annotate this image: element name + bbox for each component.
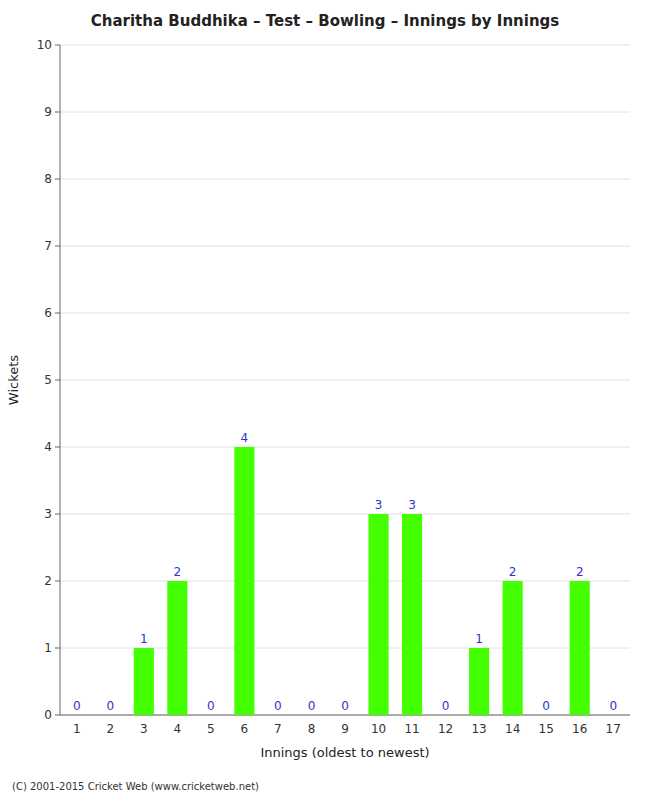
- bar: [268, 715, 288, 716]
- bar: [301, 715, 321, 716]
- x-axis-label: Innings (oldest to newest): [260, 745, 429, 760]
- background: [0, 0, 650, 800]
- bar: [368, 514, 388, 715]
- y-axis-line: [60, 45, 61, 715]
- data-label: 2: [174, 565, 182, 579]
- x-tick-label: 6: [241, 722, 249, 736]
- bar: [536, 715, 556, 716]
- y-tick: [55, 514, 60, 515]
- x-tick-label: 13: [471, 722, 486, 736]
- y-tick: [55, 648, 60, 649]
- axes: 0123456789101234567891011121314151617: [37, 38, 630, 737]
- bar: [469, 648, 489, 715]
- y-tick: [55, 179, 60, 180]
- x-tick-label: 5: [207, 722, 215, 736]
- bars: [134, 447, 590, 715]
- x-tick-label: 4: [174, 722, 182, 736]
- grid-line: [60, 514, 630, 515]
- y-tick-label: 8: [44, 172, 52, 186]
- data-label: 2: [509, 565, 517, 579]
- grid-line: [60, 380, 630, 381]
- x-tick-label: 12: [438, 722, 453, 736]
- data-label: 2: [576, 565, 584, 579]
- data-label: 1: [475, 632, 483, 646]
- x-tick-label: 1: [73, 722, 81, 736]
- x-tick-label: 9: [341, 722, 349, 736]
- bar: [67, 715, 87, 716]
- x-tick-label: 14: [505, 722, 520, 736]
- y-tick-label: 10: [37, 38, 52, 52]
- bar: [167, 581, 187, 715]
- y-tick-label: 6: [44, 306, 52, 320]
- y-tick-label: 2: [44, 574, 52, 588]
- y-tick-label: 1: [44, 641, 52, 655]
- data-label: 0: [609, 699, 617, 713]
- x-tick-label: 17: [606, 722, 621, 736]
- data-label: 0: [274, 699, 282, 713]
- x-tick-label: 15: [539, 722, 554, 736]
- x-tick-label: 3: [140, 722, 148, 736]
- chart-container: 0123456789101234567891011121314151617001…: [0, 0, 650, 800]
- y-tick-label: 9: [44, 105, 52, 119]
- grid-line: [60, 246, 630, 247]
- grid-line: [60, 45, 630, 46]
- data-label: 3: [375, 498, 383, 512]
- grid: [60, 45, 630, 715]
- data-labels: 0 0 1 2 0 4 0 0 0 3 3 0 1 2 0 2 0: [73, 431, 617, 713]
- x-tick-label: 11: [404, 722, 419, 736]
- x-tick-label: 2: [106, 722, 114, 736]
- data-label: 0: [207, 699, 215, 713]
- x-tick-label: 16: [572, 722, 587, 736]
- data-label: 0: [73, 699, 81, 713]
- x-tick-label: 7: [274, 722, 282, 736]
- bar: [234, 447, 254, 715]
- chart: 0123456789101234567891011121314151617001…: [0, 0, 650, 800]
- y-tick-label: 7: [44, 239, 52, 253]
- grid-line: [60, 581, 630, 582]
- bar: [134, 648, 154, 715]
- grid-line: [60, 313, 630, 314]
- data-label: 3: [408, 498, 416, 512]
- y-tick-label: 5: [44, 373, 52, 387]
- data-label: 0: [442, 699, 450, 713]
- data-label: 0: [542, 699, 550, 713]
- y-tick-label: 4: [44, 440, 52, 454]
- y-tick-label: 0: [44, 708, 52, 722]
- grid-line: [60, 112, 630, 113]
- y-tick-label: 3: [44, 507, 52, 521]
- bar: [570, 581, 590, 715]
- bar: [201, 715, 221, 716]
- y-tick: [55, 380, 60, 381]
- y-tick: [55, 715, 60, 716]
- y-tick: [55, 447, 60, 448]
- grid-line: [60, 179, 630, 180]
- bar: [436, 715, 456, 716]
- title: Charitha Buddhika – Test – Bowling – Inn…: [91, 12, 560, 30]
- y-tick: [55, 246, 60, 247]
- y-tick: [55, 313, 60, 314]
- x-tick-label: 8: [308, 722, 316, 736]
- bar: [503, 581, 523, 715]
- data-label: 0: [106, 699, 114, 713]
- data-label: 4: [241, 431, 249, 445]
- data-label: 0: [341, 699, 349, 713]
- y-axis-label: Wickets: [6, 355, 21, 405]
- bar: [335, 715, 355, 716]
- x-tick-label: 10: [371, 722, 386, 736]
- y-tick: [55, 112, 60, 113]
- bar: [100, 715, 120, 716]
- footer: (C) 2001-2015 Cricket Web (www.cricketwe…: [12, 781, 259, 792]
- y-tick: [55, 581, 60, 582]
- grid-line: [60, 447, 630, 448]
- bar: [402, 514, 422, 715]
- data-label: 0: [308, 699, 316, 713]
- bar: [603, 715, 623, 716]
- data-label: 1: [140, 632, 148, 646]
- y-tick: [55, 45, 60, 46]
